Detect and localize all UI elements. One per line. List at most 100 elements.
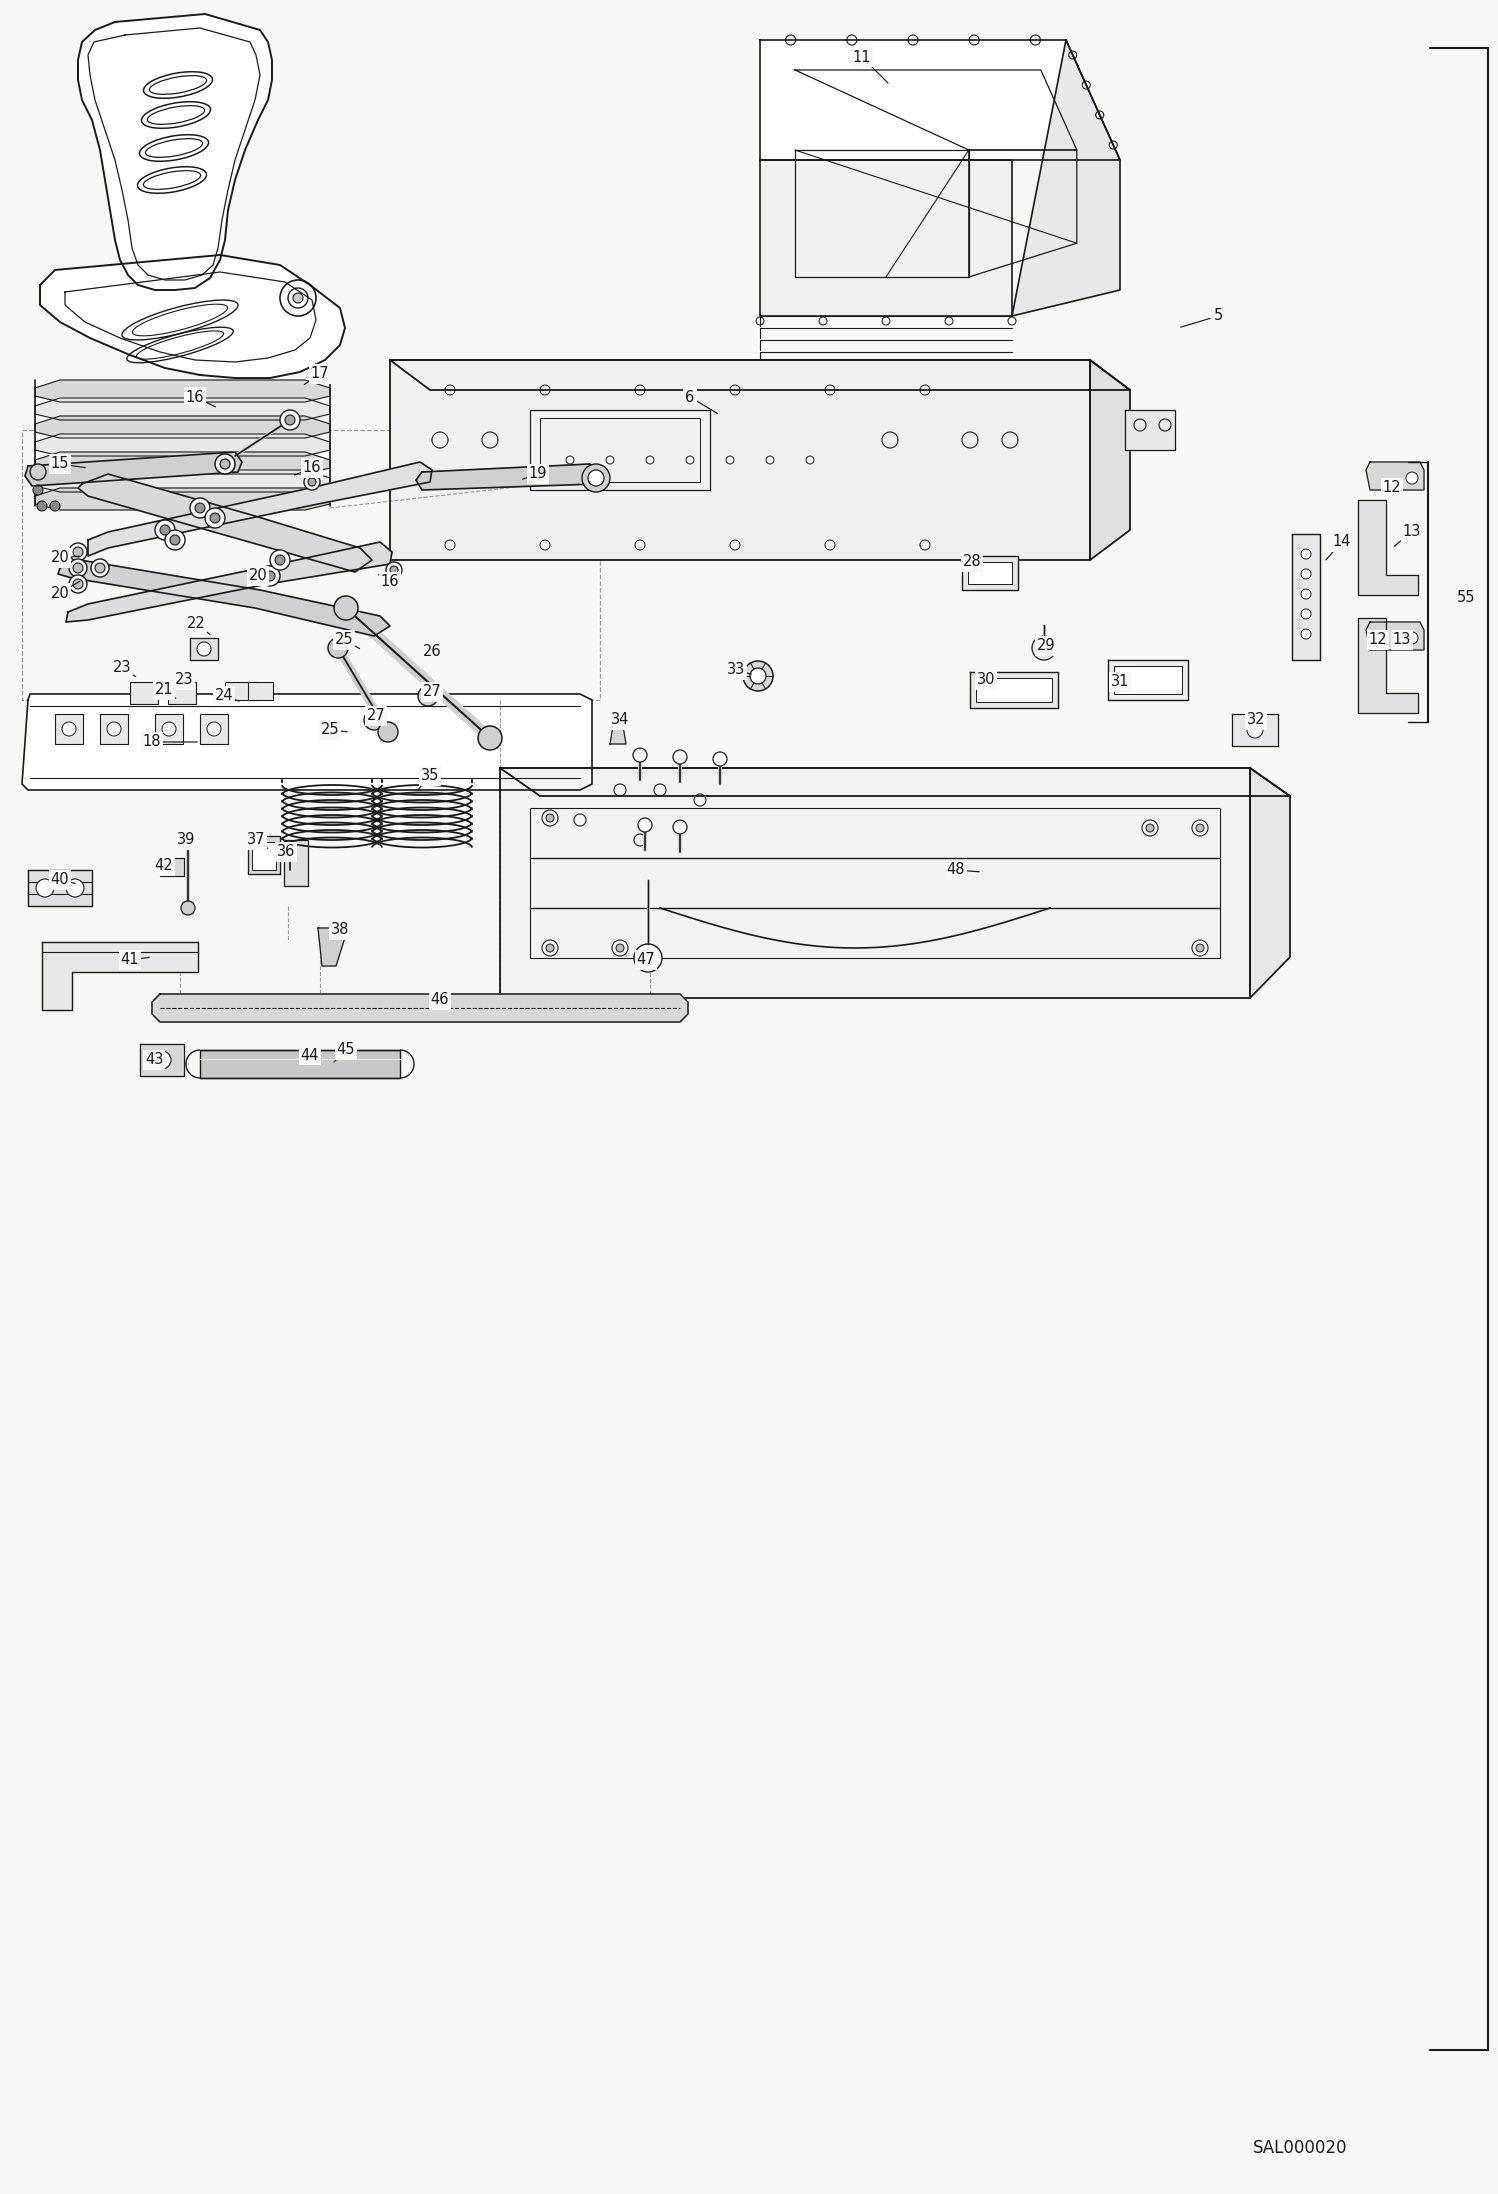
Circle shape	[30, 463, 46, 480]
Polygon shape	[500, 768, 1249, 998]
Circle shape	[1300, 588, 1311, 599]
Polygon shape	[1013, 39, 1121, 316]
Circle shape	[383, 573, 400, 588]
Text: 12: 12	[1369, 632, 1387, 647]
Circle shape	[364, 711, 383, 731]
Circle shape	[220, 459, 231, 470]
Circle shape	[1195, 825, 1204, 832]
Polygon shape	[1366, 463, 1425, 489]
Text: 45: 45	[337, 1042, 355, 1058]
Polygon shape	[318, 928, 348, 965]
Polygon shape	[88, 463, 431, 555]
Bar	[530, 807, 1219, 959]
Text: 21: 21	[154, 682, 174, 698]
Polygon shape	[1249, 768, 1290, 998]
Polygon shape	[78, 13, 273, 290]
Text: 16: 16	[186, 391, 204, 404]
Circle shape	[216, 454, 235, 474]
Circle shape	[328, 638, 348, 658]
Bar	[539, 419, 700, 483]
Text: 17: 17	[310, 366, 330, 382]
Text: 25: 25	[334, 632, 354, 647]
Circle shape	[73, 579, 82, 588]
Circle shape	[69, 542, 87, 562]
Circle shape	[1146, 825, 1153, 832]
Circle shape	[334, 597, 358, 621]
Circle shape	[673, 821, 688, 834]
Text: 44: 44	[301, 1047, 319, 1062]
Text: 12: 12	[1383, 480, 1401, 496]
Polygon shape	[1366, 623, 1425, 649]
Bar	[977, 678, 1052, 702]
Circle shape	[750, 667, 765, 685]
Circle shape	[1032, 636, 1056, 660]
Circle shape	[73, 546, 82, 557]
Text: 5: 5	[1213, 309, 1222, 323]
Circle shape	[478, 726, 502, 750]
Polygon shape	[759, 39, 1121, 160]
Circle shape	[713, 753, 727, 766]
Text: 19: 19	[529, 467, 547, 480]
Polygon shape	[34, 487, 330, 509]
Polygon shape	[34, 434, 330, 456]
Polygon shape	[139, 1044, 184, 1075]
Text: 18: 18	[142, 735, 162, 750]
Polygon shape	[971, 671, 1058, 709]
Circle shape	[160, 524, 169, 535]
Circle shape	[181, 902, 195, 915]
Circle shape	[309, 478, 316, 487]
Bar	[1115, 667, 1182, 693]
Polygon shape	[40, 255, 345, 377]
Circle shape	[162, 722, 175, 735]
Text: 48: 48	[947, 862, 965, 878]
Circle shape	[61, 722, 76, 735]
Text: 33: 33	[727, 663, 745, 678]
Circle shape	[49, 500, 60, 511]
Text: 31: 31	[1112, 674, 1129, 689]
Circle shape	[422, 691, 433, 702]
Text: 55: 55	[1456, 590, 1476, 606]
Circle shape	[37, 500, 46, 511]
Circle shape	[641, 950, 655, 965]
Circle shape	[69, 575, 87, 592]
Text: 32: 32	[1246, 713, 1266, 728]
Polygon shape	[500, 768, 1290, 796]
Circle shape	[265, 570, 276, 581]
Circle shape	[94, 564, 105, 573]
Circle shape	[1407, 472, 1419, 485]
Circle shape	[36, 880, 54, 897]
Circle shape	[270, 551, 291, 570]
Polygon shape	[34, 397, 330, 419]
Polygon shape	[151, 994, 688, 1022]
Circle shape	[165, 531, 184, 551]
Text: 35: 35	[421, 768, 439, 783]
Text: 20: 20	[51, 551, 69, 566]
Circle shape	[1038, 643, 1050, 654]
Text: 34: 34	[611, 713, 629, 728]
Circle shape	[634, 748, 647, 761]
Bar	[201, 713, 228, 744]
Circle shape	[616, 943, 625, 952]
Circle shape	[169, 535, 180, 544]
Polygon shape	[1359, 619, 1419, 713]
Bar	[168, 682, 196, 704]
Text: 16: 16	[380, 575, 400, 590]
Polygon shape	[160, 858, 184, 875]
Circle shape	[1407, 632, 1419, 645]
Text: 39: 39	[177, 832, 195, 847]
Circle shape	[369, 715, 379, 724]
Circle shape	[210, 513, 220, 522]
Circle shape	[545, 943, 554, 952]
Bar	[201, 1051, 400, 1077]
Circle shape	[66, 880, 84, 897]
Circle shape	[583, 463, 610, 491]
Text: 40: 40	[51, 873, 69, 889]
Polygon shape	[1291, 533, 1320, 660]
Circle shape	[377, 722, 398, 742]
Text: 22: 22	[187, 617, 205, 632]
Circle shape	[294, 294, 303, 303]
Polygon shape	[25, 452, 243, 487]
Text: 20: 20	[51, 586, 69, 601]
Text: 28: 28	[963, 555, 981, 570]
Polygon shape	[190, 638, 219, 660]
